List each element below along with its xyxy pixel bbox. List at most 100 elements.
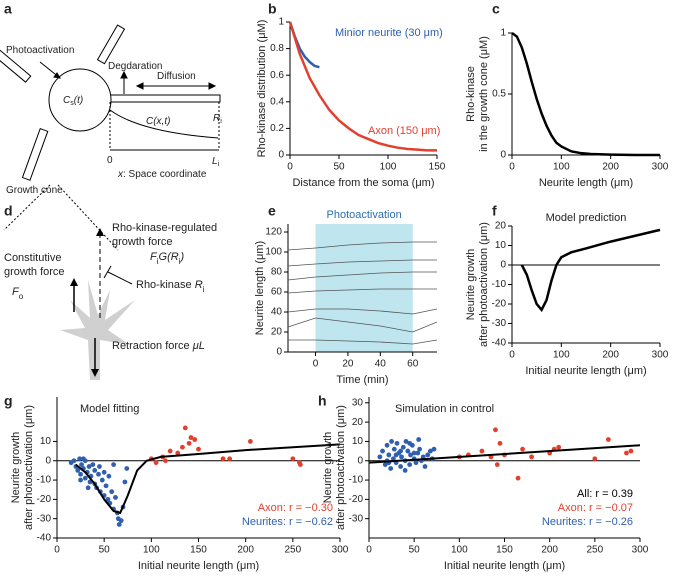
line [288, 21, 437, 152]
diagram-label: growth force [112, 236, 173, 248]
y-tick-label: 100 [265, 247, 282, 258]
label-part: F [150, 251, 158, 263]
point [182, 425, 188, 431]
x-tick-label: 300 [652, 350, 669, 361]
x-tick-label: 150 [429, 162, 446, 173]
point [479, 448, 485, 454]
panel-label: a [4, 1, 12, 17]
point [407, 440, 413, 446]
label-part: Rho-kinase [136, 279, 195, 291]
annotation: All: r = 0.39 [577, 488, 633, 500]
point [425, 452, 431, 458]
label-part: 0 [107, 155, 113, 166]
y-tick-label: 40 [271, 307, 283, 318]
point [415, 450, 421, 456]
point [297, 462, 303, 468]
y-axis-label: Rho-kinase [465, 66, 477, 122]
y-tick-label: -40 [492, 338, 507, 349]
x-tick-label: 250 [284, 545, 301, 556]
label-part: i [218, 161, 220, 168]
point [78, 471, 83, 477]
soma [48, 68, 112, 132]
growth-cone [60, 280, 135, 380]
panel-label: b [268, 1, 277, 17]
point [405, 448, 411, 454]
diagram-a [0, 24, 221, 251]
point [75, 467, 81, 473]
x-axis-label: Distance from the soma (μm) [292, 177, 434, 189]
inhibition [103, 265, 112, 279]
y-axis-label: after photoactivation (μm) [478, 222, 490, 347]
x-tick-label: 100 [553, 350, 570, 361]
x-tick-label: 100 [143, 545, 160, 556]
point [105, 496, 111, 502]
arrowhead [91, 369, 99, 377]
annotation: Axon: r = −0.30 [258, 502, 333, 514]
point [382, 462, 388, 468]
line [287, 308, 438, 315]
point [393, 452, 399, 458]
point [79, 462, 84, 468]
point [85, 485, 91, 491]
diagram-label: Rho-kinase Ri [136, 279, 205, 294]
x-tick-label: 300 [652, 162, 669, 173]
x-axis-label: Initial neurite length (μm) [444, 560, 565, 572]
point [515, 475, 521, 481]
x-tick-label: 200 [237, 545, 254, 556]
x-tick-label: 50 [99, 545, 111, 556]
line [75, 443, 341, 515]
x-axis-label: Initial neurite length (μm) [525, 365, 646, 377]
y-axis-label: Neurite growth [465, 249, 477, 321]
label-part: growth force [112, 236, 173, 248]
diagram-label: 0 [107, 155, 113, 166]
x-tick-label: 100 [553, 162, 570, 173]
point [386, 452, 392, 458]
diagram-label: Li [212, 156, 220, 169]
point [400, 444, 406, 450]
label-part: Growth cone [6, 185, 63, 196]
series-label: Minior neurite (30 μm) [335, 27, 443, 39]
diagram-label: Rho-kinase-regulated [112, 222, 217, 234]
x-tick-label: 0 [287, 162, 293, 173]
arrowhead [53, 72, 61, 79]
point [497, 440, 503, 446]
y-tick-label: 0 [278, 150, 284, 161]
label-part: (t) [74, 95, 83, 106]
annotation: Neurites: r = −0.26 [542, 516, 633, 528]
guide [57, 184, 119, 251]
diagram-label: Fo [12, 286, 24, 301]
y-tick-label: 0 [276, 347, 282, 358]
y-tick-label: -20 [492, 299, 507, 310]
point [77, 456, 83, 462]
x-tick-label: 0 [366, 545, 372, 556]
point [196, 446, 201, 452]
panel-label: h [318, 393, 327, 409]
diagram-label: Photoactivation [6, 45, 74, 56]
y-tick-label: -30 [349, 513, 364, 524]
series-label: Axon (150 μm) [368, 125, 440, 137]
point [417, 446, 422, 452]
label-part: growth force [4, 266, 65, 278]
panel-label: g [4, 393, 13, 409]
x-tick-label: 40 [375, 359, 387, 370]
y-axis-label: in the growth cone (μM) [478, 36, 490, 152]
neurite [96, 24, 126, 65]
shaded-region [315, 224, 413, 352]
label-part: : Space coordinate [123, 169, 207, 180]
point [403, 439, 409, 444]
point [175, 450, 181, 456]
point [431, 446, 437, 452]
line [368, 444, 641, 464]
point [413, 460, 419, 466]
shade-label: Photoactivation [327, 209, 402, 221]
y-tick-label: -10 [37, 475, 52, 486]
point [628, 448, 634, 454]
point [556, 444, 562, 450]
annotation: Neurites: r = −0.62 [242, 516, 333, 528]
point [402, 467, 408, 473]
y-tick-label: 30 [352, 397, 364, 408]
point [106, 473, 112, 479]
line [287, 241, 437, 251]
x-tick-label: 20 [342, 359, 354, 370]
